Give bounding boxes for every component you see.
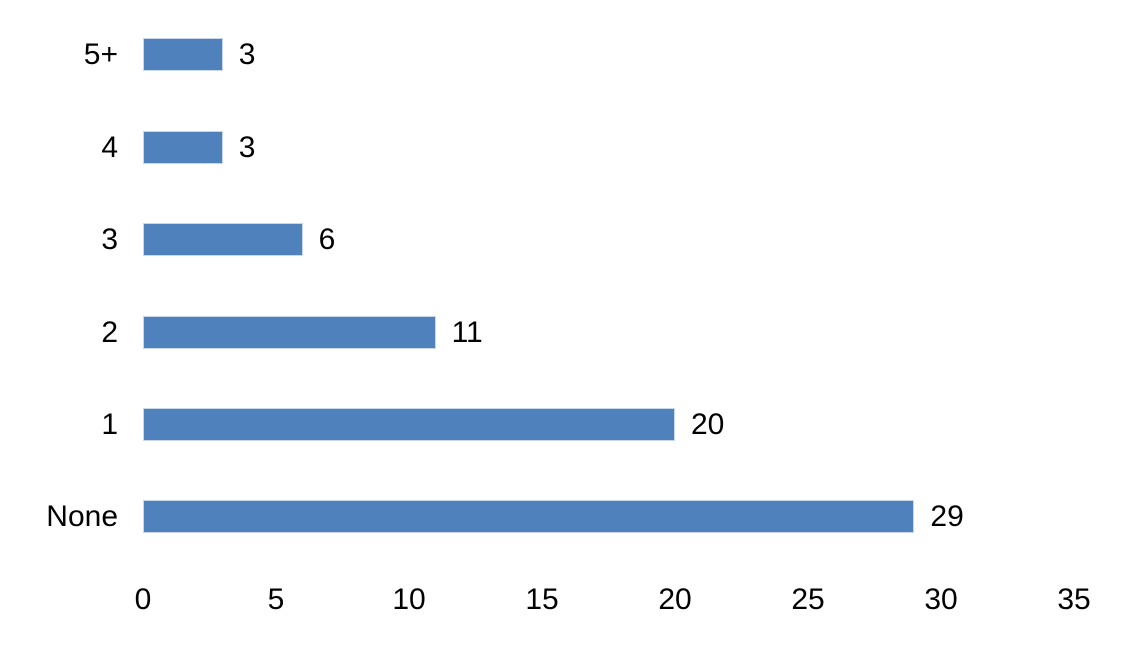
- bar-row: 1 20: [0, 408, 1124, 441]
- bar-row: None 29: [0, 500, 1124, 533]
- value-label: 20: [691, 408, 725, 441]
- bar-row: 3 6: [0, 223, 1124, 256]
- bar: [143, 38, 223, 71]
- category-label: 4: [101, 131, 118, 164]
- x-axis-tick: 35: [1057, 583, 1091, 616]
- bar-row: 2 11: [0, 316, 1124, 349]
- bar: [143, 223, 303, 256]
- category-label: 2: [101, 316, 118, 349]
- x-axis-tick: 30: [924, 583, 958, 616]
- category-label: None: [46, 500, 118, 533]
- value-label: 11: [451, 316, 483, 349]
- bar: [143, 500, 915, 533]
- category-label: 5+: [83, 38, 118, 71]
- value-label: 6: [318, 223, 336, 256]
- bar: [143, 131, 223, 164]
- bar: [143, 316, 436, 349]
- bar-row: 5+ 3: [0, 38, 1124, 71]
- value-label: 3: [238, 38, 256, 71]
- x-axis-tick: 25: [791, 583, 825, 616]
- bar-row: 4 3: [0, 131, 1124, 164]
- x-axis: 0 5 10 15 20 25 30 35: [0, 582, 1124, 622]
- x-axis-tick: 15: [525, 583, 559, 616]
- category-label: 3: [101, 223, 118, 256]
- x-axis-tick: 5: [267, 583, 285, 616]
- x-axis-tick: 0: [134, 583, 152, 616]
- value-label: 3: [238, 131, 256, 164]
- category-label: 1: [101, 408, 118, 441]
- x-axis-tick: 20: [658, 583, 692, 616]
- value-label: 29: [930, 500, 964, 533]
- bar: [143, 408, 675, 441]
- x-axis-tick: 10: [392, 583, 426, 616]
